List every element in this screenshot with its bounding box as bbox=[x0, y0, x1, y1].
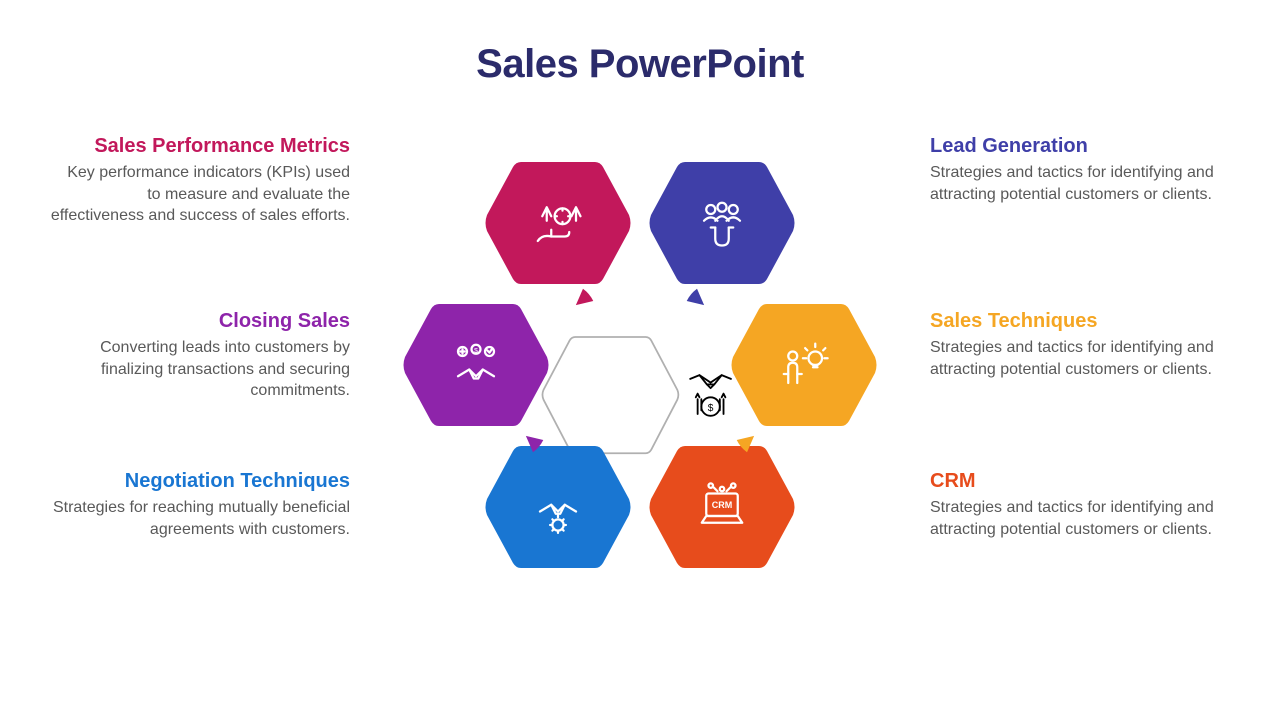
hex-techniques bbox=[729, 300, 879, 430]
block-title: Sales Techniques bbox=[930, 310, 1230, 333]
block-body: Strategies and tactics for identifying a… bbox=[930, 497, 1230, 540]
hex-crm: CRM bbox=[647, 442, 797, 572]
hex-performance bbox=[483, 158, 633, 288]
text-block-bl: Negotiation Techniques Strategies for rea… bbox=[50, 470, 350, 540]
block-title: Sales Performance Metrics bbox=[50, 135, 350, 158]
block-body: Strategies for reaching mutually benefic… bbox=[50, 497, 350, 540]
block-body: Strategies and tactics for identifying a… bbox=[930, 162, 1230, 205]
ideas-person-icon bbox=[777, 338, 831, 392]
block-body: Key performance indicators (KPIs) used t… bbox=[50, 162, 350, 227]
text-block-l: Closing Sales Converting leads into custo… bbox=[50, 310, 350, 402]
block-body: Strategies and tactics for identifying a… bbox=[930, 337, 1230, 380]
block-title: CRM bbox=[930, 470, 1230, 493]
lead-magnet-icon bbox=[695, 196, 749, 250]
svg-text:$: $ bbox=[708, 403, 714, 414]
hex-closing: $ bbox=[401, 300, 551, 430]
text-block-tl: Sales Performance Metrics Key performance… bbox=[50, 135, 350, 227]
text-block-r: Sales Techniques Strategies and tactics f… bbox=[930, 310, 1230, 380]
text-block-br: CRM Strategies and tactics for identifyin… bbox=[930, 470, 1230, 540]
block-body: Converting leads into customers by final… bbox=[50, 337, 350, 402]
crm-laptop-icon: CRM bbox=[695, 480, 749, 534]
block-title: Closing Sales bbox=[50, 310, 350, 333]
hex-diagram: $ bbox=[360, 115, 920, 675]
block-title: Lead Generation bbox=[930, 135, 1230, 158]
growth-hand-icon bbox=[531, 196, 585, 250]
text-block-tr: Lead Generation Strategies and tactics fo… bbox=[930, 135, 1230, 205]
page-title: Sales PowerPoint bbox=[0, 42, 1280, 87]
svg-text:CRM: CRM bbox=[712, 500, 733, 510]
svg-text:$: $ bbox=[474, 348, 478, 355]
negotiate-gear-icon bbox=[531, 480, 585, 534]
hex-negotiation bbox=[483, 442, 633, 572]
block-title: Negotiation Techniques bbox=[50, 470, 350, 493]
deal-handshake-icon: $ bbox=[449, 338, 503, 392]
hex-lead bbox=[647, 158, 797, 288]
